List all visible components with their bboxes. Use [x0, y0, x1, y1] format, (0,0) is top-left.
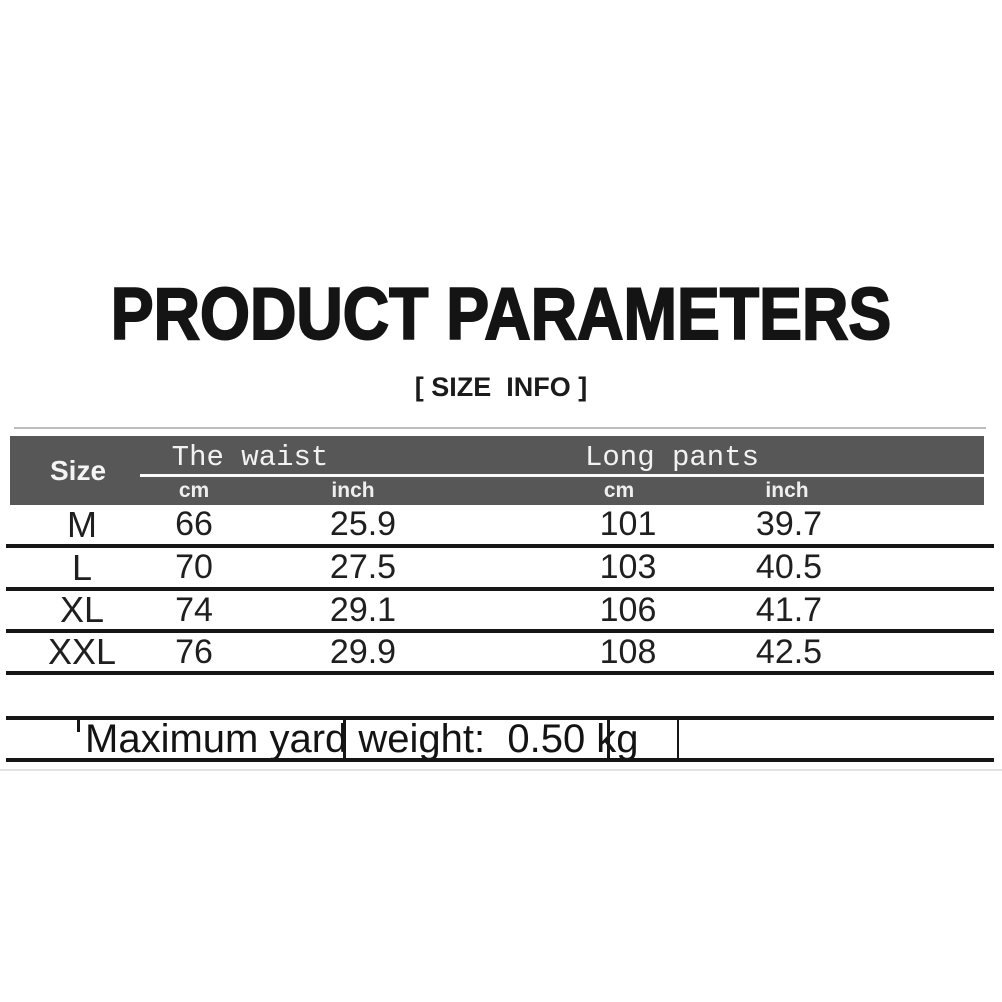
weight-note-row: Maximum yard weight: 0.50 kg — [0, 716, 1002, 762]
column-group-waist: The waist — [171, 441, 329, 474]
cell-waist-inch: 25.9 — [329, 505, 397, 543]
cell-size: L — [71, 546, 93, 588]
row-divider — [6, 587, 994, 591]
grid-tick — [343, 716, 346, 762]
table-header: Size The waist Long pants cm inch cm inc… — [10, 436, 984, 505]
subheader-pants-inch: inch — [765, 479, 809, 502]
subheader-waist-cm: cm — [178, 479, 210, 502]
row-divider — [6, 629, 994, 633]
page-title: PRODUCT PARAMETERS — [110, 274, 892, 355]
header-divider — [140, 474, 984, 477]
grid-tick — [77, 716, 80, 732]
cell-waist-cm: 70 — [175, 548, 213, 586]
grid-tick — [677, 716, 679, 762]
cell-pants-cm: 103 — [599, 548, 657, 586]
cell-pants-cm: 106 — [599, 590, 657, 629]
divider-top-faint — [14, 427, 986, 429]
cell-pants-inch: 42.5 — [755, 632, 823, 671]
subheader-pants-cm: cm — [603, 479, 635, 502]
grid-tick — [607, 716, 610, 762]
cell-waist-inch: 29.1 — [329, 590, 397, 629]
cell-size: M — [67, 503, 97, 545]
cell-pants-inch: 39.7 — [755, 505, 823, 543]
cell-pants-inch: 41.7 — [755, 590, 823, 629]
table-row-l: L 70 27.5 103 40.5 — [0, 546, 1002, 588]
divider-bottom-faint — [0, 769, 1002, 771]
cell-waist-inch: 27.5 — [329, 548, 397, 586]
weight-box-bottom-line — [6, 758, 994, 762]
column-header-size: Size — [50, 454, 107, 486]
row-divider — [6, 671, 994, 675]
page-subtitle: [ SIZE INFO ] — [414, 372, 588, 402]
cell-pants-cm: 101 — [599, 505, 657, 543]
weight-note: Maximum yard weight: 0.50 kg — [85, 717, 639, 761]
cell-waist-inch: 29.9 — [329, 632, 397, 671]
subheader-waist-inch: inch — [331, 479, 375, 502]
weight-box-top-line — [6, 716, 994, 720]
cell-pants-inch: 40.5 — [755, 548, 823, 586]
cell-pants-cm: 108 — [599, 632, 657, 671]
table-row-m: M 66 25.9 101 39.7 — [0, 503, 1002, 545]
cell-waist-cm: 74 — [175, 590, 213, 629]
cell-waist-cm: 66 — [175, 505, 213, 543]
table-row-xxl: XXL 76 29.9 108 42.5 — [0, 631, 1002, 672]
cell-waist-cm: 76 — [175, 632, 213, 671]
table-row-xl: XL 74 29.1 106 41.7 — [0, 589, 1002, 630]
cell-size: XL — [59, 589, 105, 630]
column-group-pants: Long pants — [584, 441, 760, 474]
row-divider — [6, 544, 994, 548]
cell-size: XXL — [47, 631, 117, 672]
